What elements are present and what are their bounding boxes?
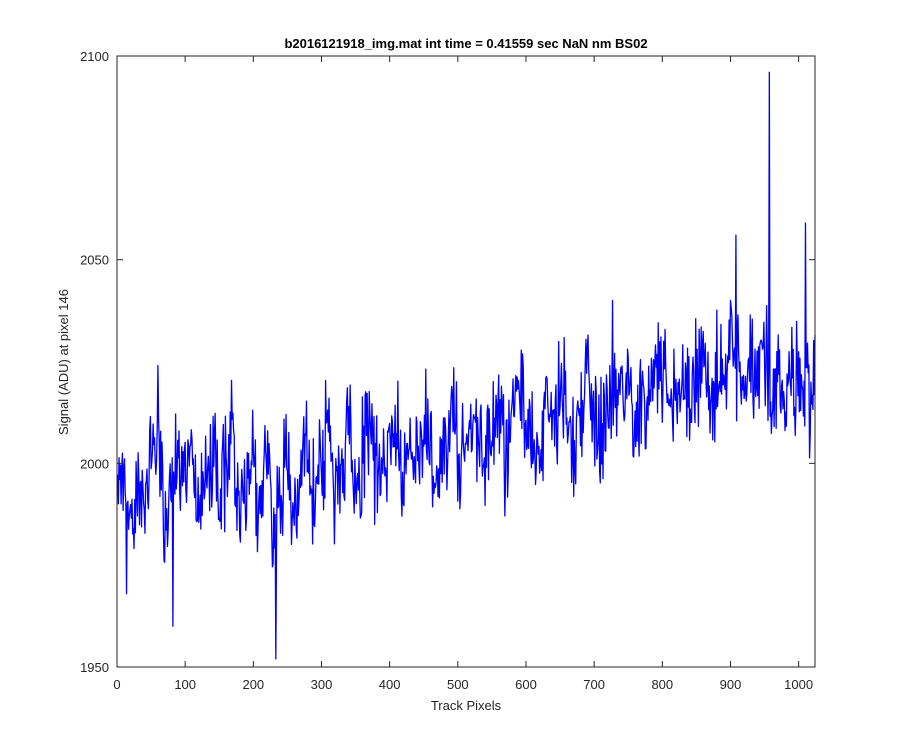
x-tick-label: 300 <box>311 677 333 692</box>
y-tick-label: 2000 <box>80 456 109 471</box>
x-axis-label: Track Pixels <box>431 698 502 713</box>
ticks-layer: 0 100 200 300 400 500 600 700 800 900 1000 1950 2000… <box>80 49 815 692</box>
axes-box <box>116 55 816 668</box>
chart-title: b2016121918_img.mat int time = 0.41559 s… <box>284 36 647 51</box>
y-axis-label: Signal (ADU) at pixel 146 <box>56 289 71 435</box>
series-line <box>117 71 816 660</box>
x-tick-label: 700 <box>583 677 605 692</box>
x-tick-label: 200 <box>242 677 264 692</box>
x-tick-label: 0 <box>113 677 120 692</box>
y-tick-label: 2050 <box>80 253 109 268</box>
plot-area <box>117 56 815 667</box>
x-tick-label: 400 <box>379 677 401 692</box>
x-tick-label: 500 <box>447 677 469 692</box>
x-tick-label: 1000 <box>784 677 813 692</box>
x-tick-label: 900 <box>720 677 742 692</box>
x-tick-label: 800 <box>651 677 673 692</box>
x-tick-label: 600 <box>515 677 537 692</box>
series-layer <box>117 71 816 660</box>
x-tick-label: 100 <box>174 677 196 692</box>
y-tick-label: 2100 <box>80 49 109 64</box>
y-tick-label: 1950 <box>80 660 109 675</box>
